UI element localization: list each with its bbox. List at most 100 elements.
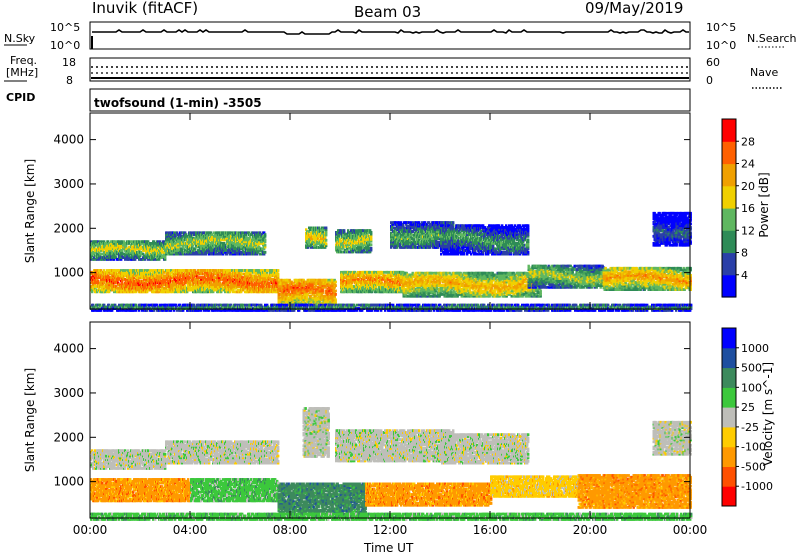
- power-cell: [127, 283, 130, 287]
- power-cell: [334, 284, 337, 287]
- power-cell: [185, 233, 188, 236]
- power-cell: [146, 242, 149, 245]
- power-cell: [155, 249, 158, 252]
- power-cell: [154, 247, 157, 251]
- power-cell: [197, 243, 200, 247]
- power-cell: [176, 249, 179, 252]
- power-cell: [189, 285, 192, 288]
- power-cell: [142, 256, 145, 259]
- power-cell: [127, 250, 130, 254]
- power-cell: [108, 290, 111, 294]
- power-cell: [143, 249, 146, 252]
- power-cell: [260, 238, 263, 242]
- power-cell: [159, 240, 162, 244]
- power-cell: [104, 279, 107, 283]
- power-cell: [91, 254, 94, 258]
- power-cell: [210, 242, 213, 245]
- power-cell: [115, 285, 118, 288]
- power-cell: [178, 245, 181, 249]
- date-title: 09/May/2019: [585, 0, 683, 17]
- power-cell: [133, 269, 136, 272]
- power-cell: [96, 290, 99, 294]
- power-cell: [119, 243, 122, 247]
- power-cell: [191, 272, 194, 276]
- power-cell: [204, 234, 207, 238]
- power-cell: [236, 234, 239, 238]
- power-cell: [370, 246, 373, 250]
- power-cell: [254, 240, 257, 244]
- power-cell: [114, 278, 117, 281]
- power-cell: [179, 272, 182, 276]
- power-cell: [113, 258, 116, 261]
- power-cell: [91, 279, 94, 283]
- power-cell: [230, 250, 233, 254]
- power-cell: [222, 252, 225, 256]
- power-cell: [101, 276, 104, 279]
- power-cell: [90, 258, 93, 261]
- power-cell: [95, 250, 98, 254]
- power-cell: [179, 276, 182, 279]
- power-cell: [152, 250, 155, 254]
- power-cell: [107, 252, 110, 256]
- cpid-text: twofsound (1-min) -3505: [94, 96, 262, 110]
- power-cell: [157, 278, 160, 281]
- power-cell: [227, 240, 230, 244]
- power-cell: [117, 250, 120, 254]
- power-cell: [98, 283, 101, 287]
- power-cell: [155, 288, 158, 292]
- power-cell: [171, 245, 174, 249]
- power-cell: [90, 256, 93, 259]
- power-cell: [94, 281, 97, 285]
- power-cell: [174, 278, 177, 281]
- power-cell: [213, 231, 216, 235]
- power-cell: [165, 247, 168, 251]
- power-cell: [248, 231, 251, 235]
- power-cell: [151, 269, 154, 272]
- power-cell: [207, 238, 210, 242]
- power-cell: [238, 250, 241, 254]
- power-cell: [223, 242, 226, 245]
- power-cell: [249, 250, 252, 254]
- power-cell: [177, 233, 180, 236]
- power-cell: [136, 256, 139, 259]
- power-cell: [125, 286, 128, 290]
- power-cell: [180, 290, 183, 294]
- power-cell: [261, 249, 264, 252]
- power-cell: [164, 254, 167, 258]
- power-cell: [142, 258, 145, 261]
- power-band: [305, 226, 328, 249]
- power-cell: [239, 243, 242, 247]
- power-cell: [124, 274, 127, 278]
- power-cell: [121, 281, 124, 285]
- nave-label: Nave: [750, 66, 778, 79]
- power-cell: [128, 258, 131, 261]
- power-cell: [186, 290, 189, 294]
- power-cell: [234, 245, 237, 249]
- power-cell: [134, 270, 137, 274]
- power-cell: [110, 249, 113, 252]
- power-cell: [90, 286, 93, 290]
- power-cell: [176, 231, 179, 235]
- power-cell: [174, 233, 177, 236]
- power-cell: [255, 249, 258, 252]
- power-cell: [334, 298, 337, 302]
- power-cell: [93, 252, 96, 256]
- power-cell: [103, 240, 106, 244]
- power-cell: [194, 240, 197, 244]
- power-cell: [123, 269, 126, 272]
- power-cell: [183, 250, 186, 254]
- power-cell: [101, 258, 104, 261]
- power-cell: [264, 245, 267, 249]
- power-cell: [104, 258, 107, 261]
- power-cell: [100, 272, 103, 276]
- power-cell: [240, 234, 243, 238]
- power-cell: [182, 290, 185, 294]
- power-cell: [106, 279, 109, 283]
- power-cell: [146, 286, 149, 290]
- power-cell: [131, 249, 134, 252]
- power-cell: [119, 274, 122, 278]
- power-cell: [235, 243, 238, 247]
- power-cell: [161, 250, 164, 254]
- power-cell: [325, 226, 328, 230]
- power-cell: [191, 245, 194, 249]
